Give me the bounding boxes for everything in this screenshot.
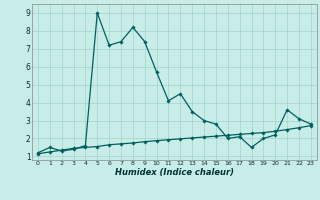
- X-axis label: Humidex (Indice chaleur): Humidex (Indice chaleur): [115, 168, 234, 177]
